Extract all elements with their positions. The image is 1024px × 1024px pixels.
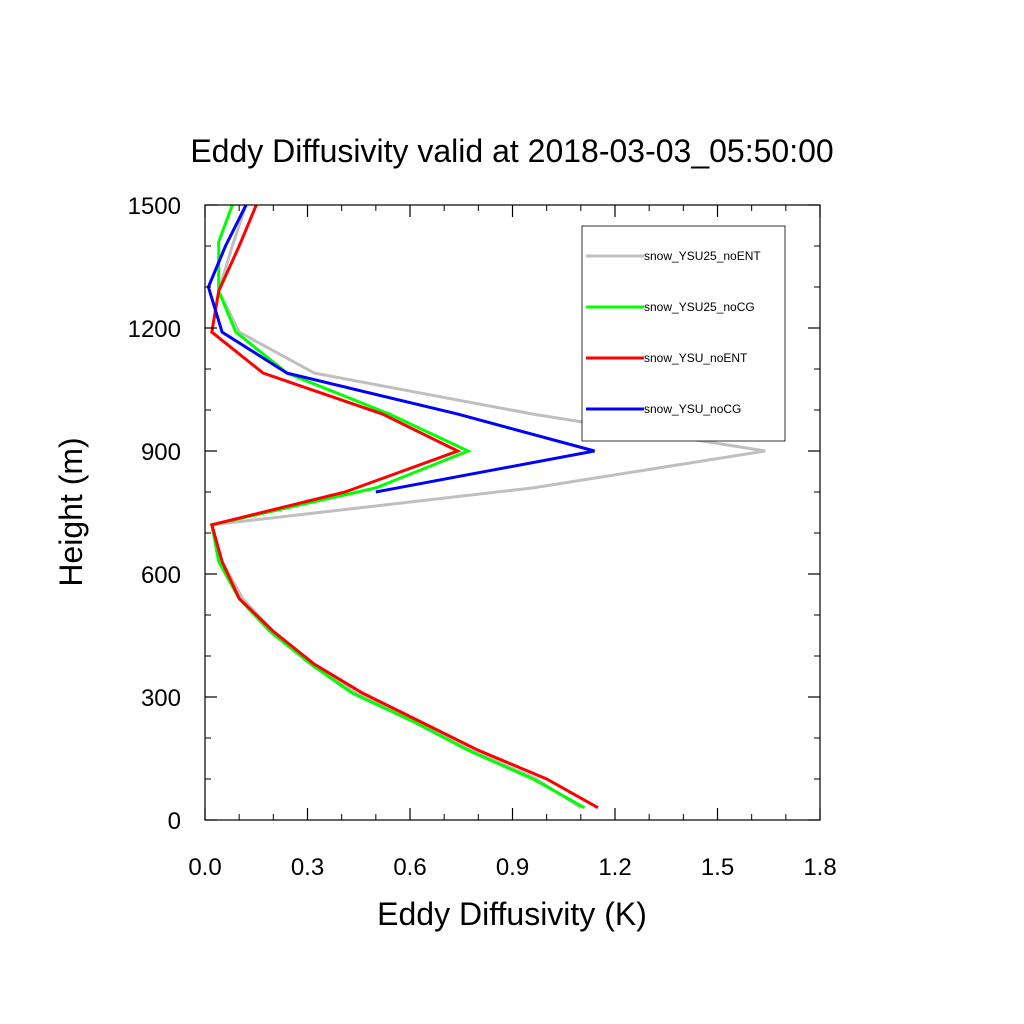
x-axis-label: Eddy Diffusivity (K) bbox=[377, 896, 647, 932]
x-tick-label: 1.5 bbox=[701, 854, 734, 881]
y-tick-label: 900 bbox=[141, 439, 181, 466]
y-tick-label: 0 bbox=[168, 808, 181, 835]
chart-title: Eddy Diffusivity valid at 2018-03-03_05:… bbox=[190, 133, 833, 169]
x-tick-label: 0.6 bbox=[393, 854, 426, 881]
legend-box bbox=[581, 225, 786, 442]
y-tick-label: 300 bbox=[141, 685, 181, 712]
y-tick-label: 600 bbox=[141, 562, 181, 589]
x-tick-label: 1.2 bbox=[598, 854, 631, 881]
legend-label: snow_YSU25_noENT bbox=[644, 249, 761, 263]
y-tick-label: 1500 bbox=[128, 193, 181, 220]
legend-label: snow_YSU_noCG bbox=[644, 402, 741, 416]
series-line-snow_YSU25_noCG bbox=[210, 204, 586, 810]
series-line-snow_YSU_noCG bbox=[206, 204, 595, 494]
legend: snow_YSU25_noENT snow_YSU25_noCG snow_YSU_… bbox=[581, 225, 786, 442]
x-tick-label: 0.9 bbox=[496, 854, 529, 881]
x-tick-label: 0.0 bbox=[188, 854, 221, 881]
legend-label: snow_YSU_noENT bbox=[644, 351, 748, 365]
x-tick-label: 1.8 bbox=[803, 854, 836, 881]
y-axis-label: Height (m) bbox=[53, 437, 89, 586]
legend-label: snow_YSU25_noCG bbox=[644, 300, 755, 314]
y-tick-label: 1200 bbox=[128, 316, 181, 343]
series-line-snow_YSU_noENT bbox=[209, 204, 599, 810]
x-tick-label: 0.3 bbox=[291, 854, 324, 881]
